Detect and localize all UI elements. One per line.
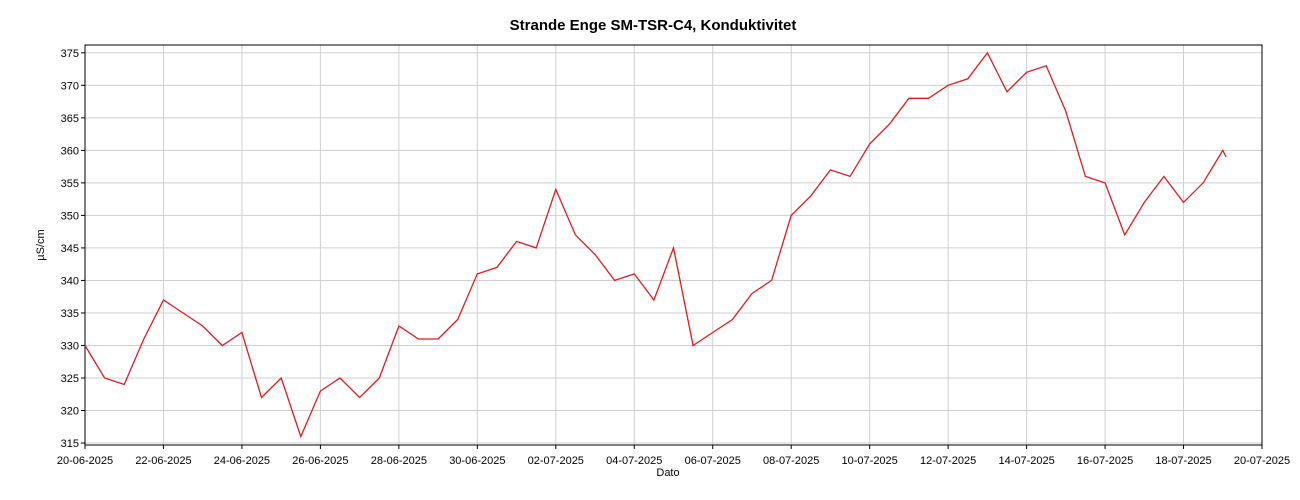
x-tick-label: 18-07-2025 <box>1155 455 1211 467</box>
x-tick-label: 10-07-2025 <box>842 455 898 467</box>
y-tick-label: 330 <box>61 340 79 352</box>
y-tick-label: 355 <box>61 178 79 190</box>
x-axis-label: Dato <box>656 467 679 479</box>
data-line <box>84 51 1227 439</box>
y-tick-label: 365 <box>61 113 79 125</box>
y-tick-label: 335 <box>61 308 79 320</box>
x-tick-label: 16-07-2025 <box>1077 455 1133 467</box>
x-tick-label: 08-07-2025 <box>763 455 819 467</box>
x-tick-label: 24-06-2025 <box>214 455 270 467</box>
x-tick-label: 02-07-2025 <box>528 455 584 467</box>
x-tick-label: 06-07-2025 <box>685 455 741 467</box>
y-tick-label: 350 <box>61 210 79 222</box>
x-tick-label: 12-07-2025 <box>920 455 976 467</box>
x-tick-label: 14-07-2025 <box>998 455 1054 467</box>
y-tick-label: 315 <box>61 438 79 450</box>
y-tick-label: 345 <box>61 243 79 255</box>
y-tick-label: 375 <box>61 48 79 60</box>
x-tick-label: 04-07-2025 <box>606 455 662 467</box>
x-tick-label: 28-06-2025 <box>371 455 427 467</box>
x-tick-label: 20-06-2025 <box>57 455 113 467</box>
y-tick-label: 320 <box>61 406 79 418</box>
x-tick-label: 22-06-2025 <box>135 455 191 467</box>
x-tick-label: 26-06-2025 <box>292 455 348 467</box>
chart-title: Strande Enge SM-TSR-C4, Konduktivitet <box>510 17 797 34</box>
y-tick-label: 370 <box>61 80 79 92</box>
y-axis-label: µS/cm <box>35 229 47 260</box>
y-tick-label: 325 <box>61 373 79 385</box>
y-tick-label: 360 <box>61 145 79 157</box>
y-tick-label: 340 <box>61 275 79 287</box>
x-tick-label: 30-06-2025 <box>449 455 505 467</box>
x-tick-label: 20-07-2025 <box>1234 455 1290 467</box>
plot-frame <box>84 44 1263 446</box>
